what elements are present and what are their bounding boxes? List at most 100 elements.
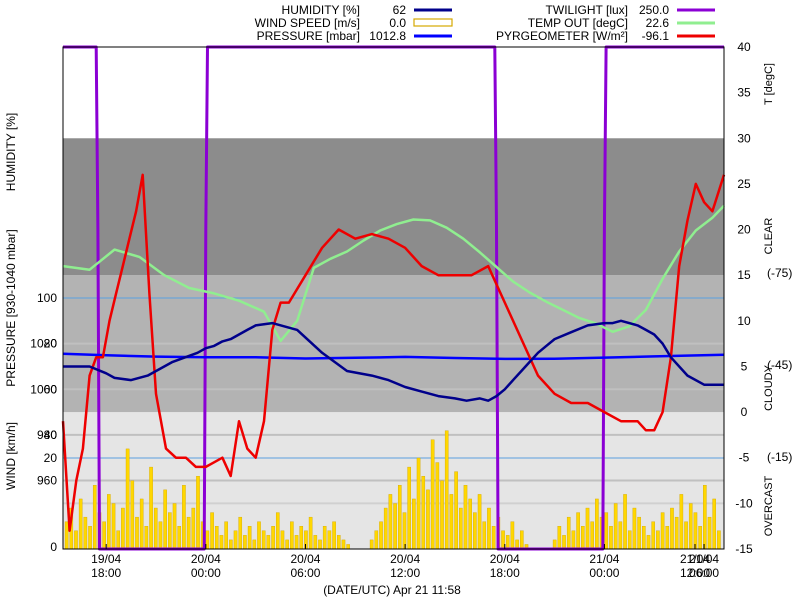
x-tick-date: 21/04 xyxy=(589,552,619,566)
temp-tick-label: -10 xyxy=(735,496,753,510)
wind-bar xyxy=(454,471,458,550)
wind-bar xyxy=(121,507,125,550)
pressure-tick-label: 1000 xyxy=(30,382,57,396)
wind-bar xyxy=(290,521,294,550)
wind-bar xyxy=(670,507,674,550)
legend-left-name: HUMIDITY [%] xyxy=(282,3,360,17)
x-tick-date: 19/04 xyxy=(91,552,121,566)
wind-bar xyxy=(341,539,346,550)
x-tick-date: 20/04 xyxy=(290,552,320,566)
pyrgeometer-label-cloudy: (-45) xyxy=(767,358,792,372)
sky-zone-overcast xyxy=(63,138,724,276)
temp-tick-label: 40 xyxy=(737,40,751,54)
wind-bar xyxy=(383,507,388,550)
pressure-tick-label: 980 xyxy=(37,428,57,442)
x-tick-time: 00:00 xyxy=(589,566,619,580)
right-zone-label-overcast: OVERCAST xyxy=(763,475,775,536)
wind-bar xyxy=(660,512,665,550)
wind-bar xyxy=(637,516,641,550)
legend-left-value: 62 xyxy=(393,3,407,17)
wind-bar xyxy=(613,503,618,550)
wind-tick-label: 20 xyxy=(44,451,58,465)
wind-bar xyxy=(707,516,712,550)
wind-bar xyxy=(623,494,627,550)
wind-bar xyxy=(224,521,228,550)
wind-bar xyxy=(125,448,130,550)
x-tick-time: 12:00 xyxy=(390,566,420,580)
wind-bar xyxy=(646,535,651,550)
wind-bar xyxy=(163,489,167,550)
right-axis-label: T [degC] xyxy=(763,63,775,105)
wind-bar xyxy=(210,512,214,550)
wind-bar xyxy=(693,512,698,550)
wind-bar xyxy=(88,526,92,550)
wind-bars xyxy=(64,430,721,550)
legend-left-name: PRESSURE [mbar] xyxy=(257,29,360,43)
humidity-tick-label: 40 xyxy=(44,428,58,442)
wind-bar xyxy=(627,530,632,550)
wind-bar xyxy=(243,535,247,550)
wind-bar xyxy=(191,507,196,550)
wind-bar xyxy=(642,526,646,550)
wind-bar xyxy=(576,512,580,550)
wind-bar xyxy=(64,521,69,550)
x-tick-time: 00:00 xyxy=(191,566,221,580)
wind-bar xyxy=(78,498,83,550)
wind-bar xyxy=(238,516,243,550)
x-axis-label: (DATE/UTC) Apr 21 11:58 xyxy=(323,583,461,597)
wind-bar xyxy=(449,494,454,550)
wind-bar xyxy=(473,512,477,550)
wind-bar xyxy=(130,480,135,550)
legend-right-value: 22.6 xyxy=(646,16,670,30)
wind-bar xyxy=(665,526,670,550)
x-tick-time: 06:00 xyxy=(290,566,320,580)
wind-bar xyxy=(92,485,97,550)
wind-bar xyxy=(149,466,153,550)
x-tick-time: 06:00 xyxy=(689,566,719,580)
temp-tick-label: -5 xyxy=(739,451,750,465)
wind-bar xyxy=(393,503,397,550)
wind-bar xyxy=(684,521,688,550)
wind-bar xyxy=(285,539,289,550)
legend-swatch xyxy=(413,18,453,27)
right-zone-label-clear: CLEAR xyxy=(763,218,775,255)
x-tick-date: 20/04 xyxy=(191,552,221,566)
wind-bar xyxy=(379,521,383,550)
wind-bar xyxy=(182,485,186,550)
x-tick-date: 21/04 xyxy=(680,552,710,566)
wind-bar xyxy=(477,494,482,550)
wind-bar xyxy=(651,521,655,550)
x-tick-time: 12:00 xyxy=(680,566,710,580)
wind-bar xyxy=(703,485,707,550)
temp-tick-label: 35 xyxy=(737,86,751,100)
wind-bar xyxy=(609,526,613,550)
wind-bar xyxy=(566,516,571,550)
wind-bar xyxy=(252,539,257,550)
wind-bar xyxy=(585,507,590,550)
wind-bar xyxy=(374,530,379,550)
wind-bar xyxy=(402,512,407,550)
wind-bar xyxy=(656,530,660,550)
wind-bar xyxy=(257,521,261,550)
wind-bar xyxy=(581,526,585,550)
wind-bar xyxy=(412,498,416,550)
wind-tick-label: 0 xyxy=(50,540,57,554)
temp-tick-label: 5 xyxy=(741,359,748,373)
series-line-pyrgeometer xyxy=(61,173,726,532)
wind-bar xyxy=(229,539,233,550)
left-axis-label-pressure: PRESSURE [930-1040 mbar] xyxy=(4,229,18,386)
wind-bar xyxy=(332,521,336,550)
wind-bar xyxy=(74,530,78,550)
wind-bar xyxy=(116,530,121,550)
legend-right-value: 250.0 xyxy=(639,3,669,17)
pyrgeometer-label-overcast: (-15) xyxy=(767,450,792,464)
wind-bar xyxy=(388,494,393,550)
wind-bar xyxy=(674,516,679,550)
wind-bar xyxy=(139,498,144,550)
wind-bar xyxy=(308,516,313,550)
x-tick-date: 20/04 xyxy=(390,552,420,566)
wind-bar xyxy=(407,466,411,550)
wind-bar xyxy=(618,521,623,550)
wind-bar xyxy=(83,516,88,550)
